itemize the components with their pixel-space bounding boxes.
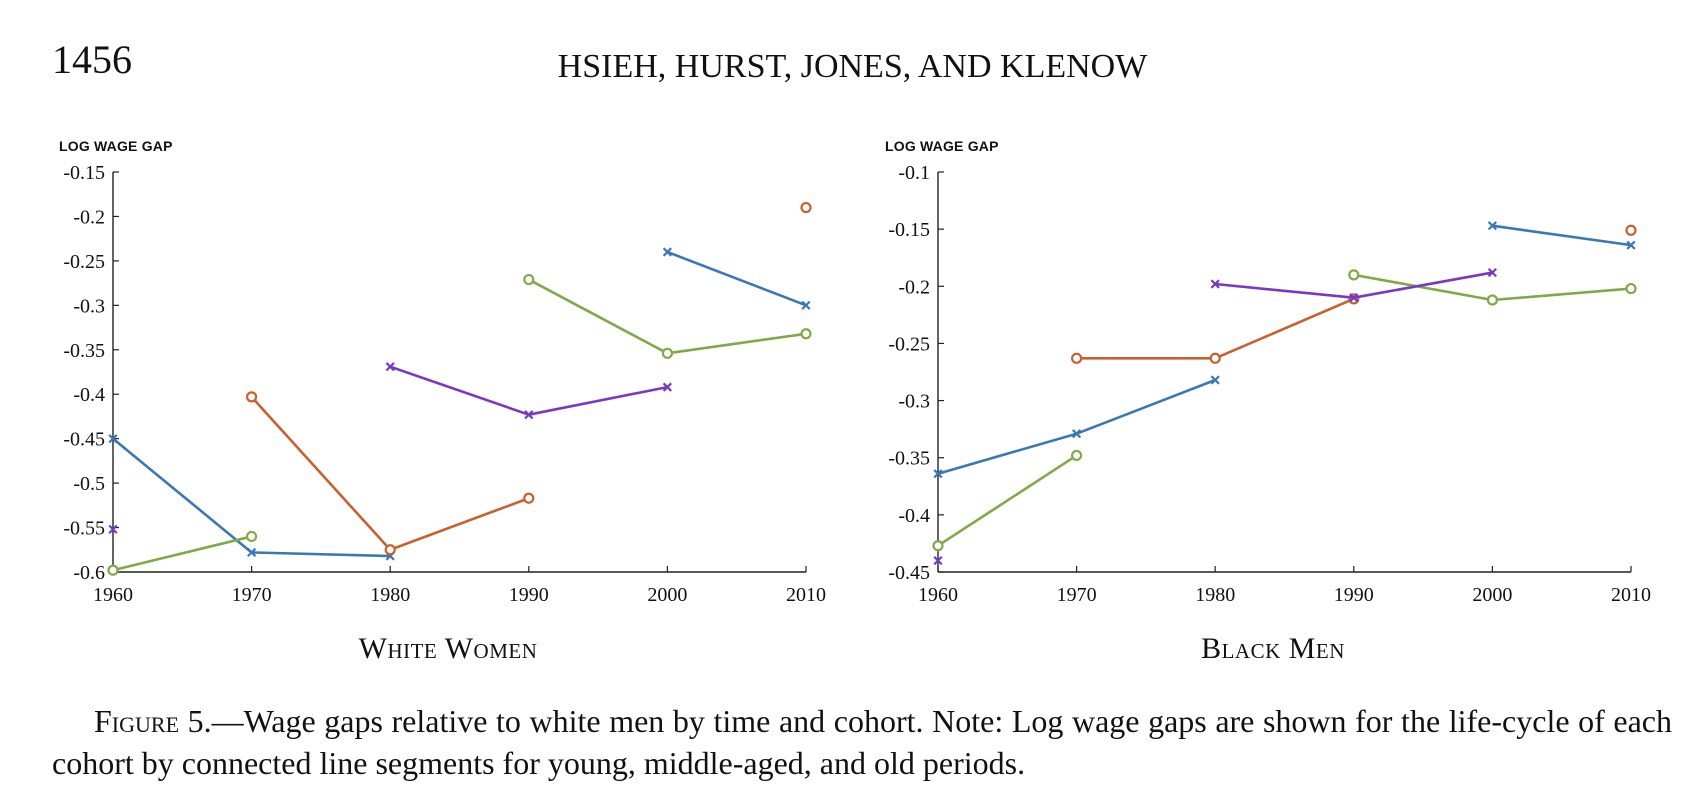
chart-2-x-tick-label: 1980 [1195,584,1235,606]
chart-2-data-point-circle [1209,352,1221,364]
chart-1-series-line [250,396,530,552]
chart-1-data-point-circle [523,273,535,286]
chart-1-y-tick-label: -0.45 [63,429,105,451]
chart-2-data-point-cross [1349,293,1359,303]
chart-2-y-tick-label: -0.2 [898,276,930,298]
chart-2-x-tick-label: 2000 [1472,584,1512,606]
chart-2-data-point-cross [1210,375,1220,385]
chart-1-y-tick-label: -0.6 [73,562,105,584]
chart-2-title: Black Men [1201,632,1345,665]
chart-2-y-tick-label: -0.3 [898,391,930,413]
chart-1-data-point-circle [661,347,674,359]
chart-2-data-point-cross [1626,240,1636,250]
chart-1-x-tick-label: 2010 [786,584,826,606]
chart-2-y-tick-label: -0.1 [898,162,930,184]
running-head: HSIEH, HURST, JONES, AND KLENOW [557,48,1148,85]
chart-2-data-point-circle [1625,282,1637,295]
chart-2-data-point-cross [1487,221,1497,231]
chart-2-data-point-cross [933,555,943,566]
chart-1-x-tick-label: 2000 [647,584,687,606]
chart-2-data-point-cross [1072,429,1082,439]
chart-2-data-point-circle [932,540,944,552]
chart-1-ylabel: LOG WAGE GAP [59,138,173,154]
chart-1-data-point-cross [662,382,672,392]
chart-2-y-tick-label: -0.15 [888,219,930,241]
chart-2-series-line [1076,297,1355,360]
chart-1-series-line [389,365,668,416]
chart-2-y-tick-label: -0.35 [888,448,930,470]
chart-2-x-tick-label: 2010 [1611,584,1651,606]
chart-2-y-tick-label: -0.4 [898,505,930,527]
chart-1-data-point-cross [801,300,811,310]
chart-2-data-point-circle [1070,449,1083,462]
chart-2-data-point-circle [1348,269,1360,281]
caption-label: Figure 5 [94,703,204,739]
chart-1-data-point-cross [385,362,395,372]
chart-1-y-tick-label: -0.55 [63,518,105,540]
chart-1-data-point-cross [524,410,534,420]
chart-1-y-tick-label: -0.25 [63,251,105,273]
chart-1-y-tick-label: -0.2 [73,206,105,228]
chart-2-x-tick-label: 1960 [918,584,958,606]
chart-1-y-tick-label: -0.4 [73,384,105,406]
chart-1-data-point-circle [246,391,258,403]
chart-2-y-tick-label: -0.25 [888,333,930,355]
chart-1-x-tick-label: 1960 [93,584,133,606]
chart-2-data-point-circle [1070,352,1083,364]
chart-1-x-tick-label: 1970 [232,584,272,606]
chart-1-data-point-cross [108,524,118,534]
chart-1-data-point-circle [384,544,396,556]
chart-2-x-tick-label: 1990 [1334,584,1374,606]
chart-1-data-point-circle [800,201,812,214]
chart-1-data-point-circle [800,328,812,340]
chart-1-y-tick-label: -0.3 [73,295,105,317]
chart-2-x-tick-label: 1970 [1057,584,1097,606]
page-number: 1456 [52,37,132,82]
chart-2-data-point-cross [933,469,943,479]
chart-1-y-tick-label: -0.15 [63,162,105,184]
chart-2-data-point-cross [1210,279,1220,289]
chart-1-series-line [112,535,252,572]
chart-1-data-point-circle [246,530,258,543]
chart-1-y-tick-label: -0.5 [73,473,105,495]
chart-2-data-point-circle [1486,294,1499,306]
figure-caption: Figure 5.—Wage gaps relative to white me… [52,700,1672,784]
chart-1-y-tick-label: -0.35 [63,340,105,362]
chart-1-data-point-cross [247,547,257,558]
chart-1-series-line [666,250,807,307]
chart-1-title: White Women [358,632,538,665]
chart-2-series-line [937,454,1078,547]
chart-1-x-tick-label: 1990 [509,584,549,606]
caption-text: .—Wage gaps relative to white men by tim… [52,703,1672,781]
chart-1-data-point-circle [107,564,119,576]
chart-2-data-point-cross [1487,267,1497,278]
chart-2-series-line [1492,224,1632,247]
chart-1-data-point-cross [662,247,672,257]
chart-2-ylabel: LOG WAGE GAP [885,138,999,154]
chart-2-y-tick-label: -0.45 [888,562,930,584]
chart-1-x-tick-label: 1980 [370,584,410,606]
chart-2-data-point-circle [1625,224,1637,236]
chart-1-data-point-circle [523,492,535,504]
chart-1-data-point-cross [108,434,118,444]
